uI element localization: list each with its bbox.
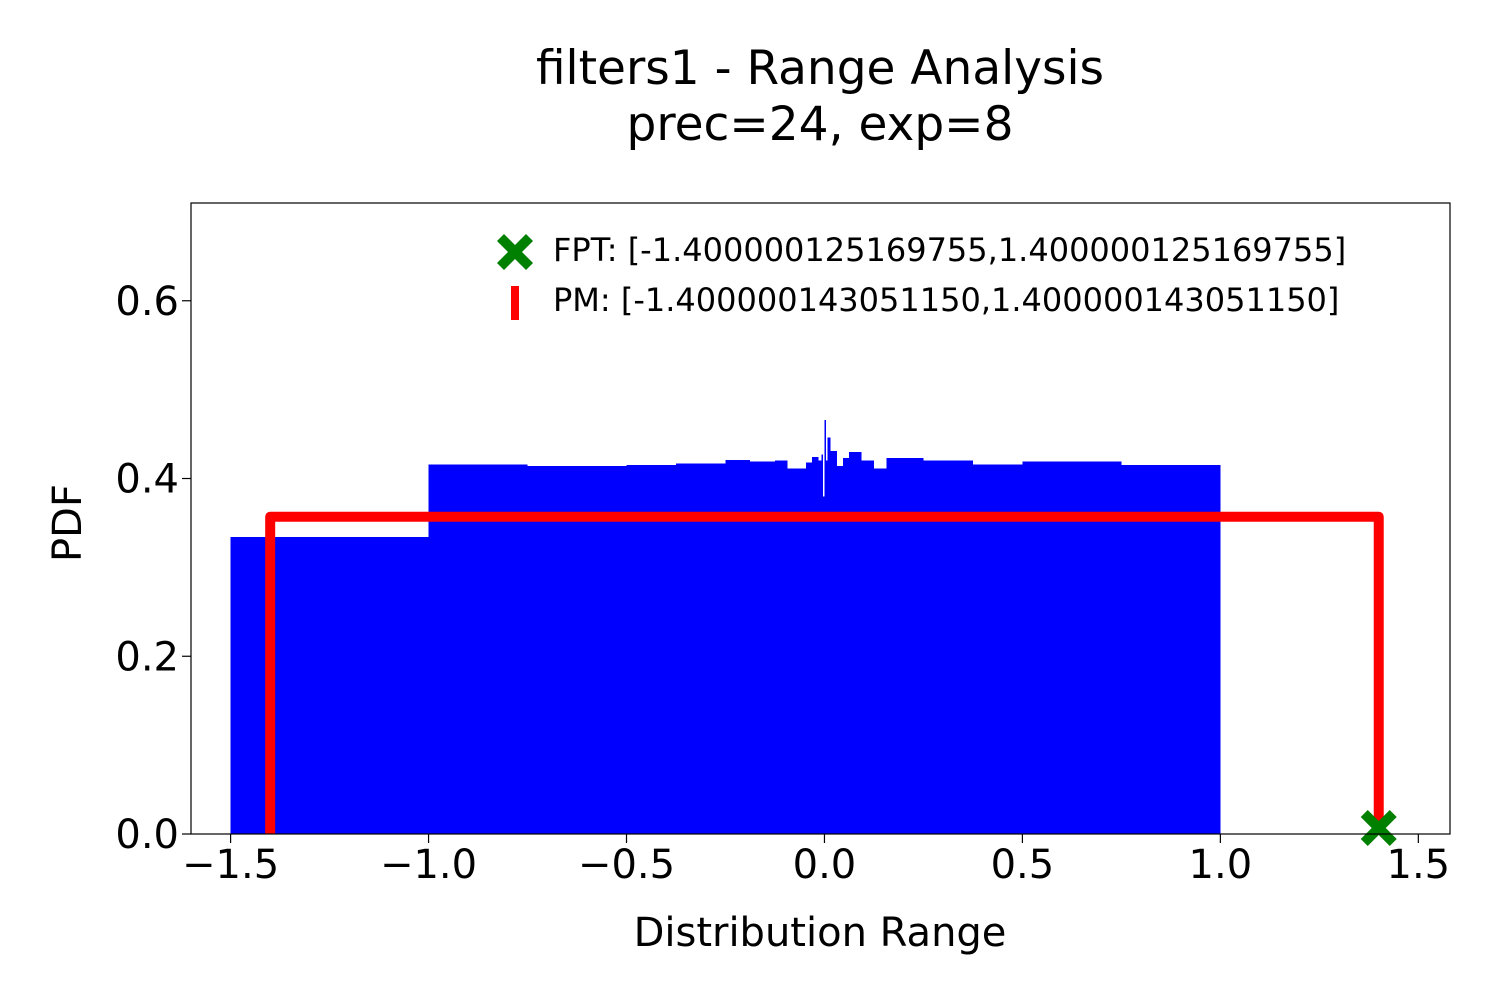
y-tick-label-0: 0.0 [115,812,179,858]
histogram-bar-22 [873,468,887,834]
histogram-bar-24 [923,460,973,834]
histogram-bar-10 [812,457,819,834]
y-axis-ticks: 0.0 0.2 0.4 0.6 [115,279,191,858]
histogram-bar-21 [861,460,874,834]
histogram-bar-7 [774,460,788,834]
legend-pm-label: PM: [-1.400000143051150,1.40000014305115… [553,281,1339,319]
histogram-bar-13 [822,496,825,834]
histogram-bars [230,419,1221,834]
fpt-marker-0 [1360,810,1397,846]
histogram-bar-16 [827,437,831,834]
histogram-bar-25 [972,464,1023,834]
histogram-bar-15 [826,460,828,834]
fpt-x-shape [1360,810,1397,846]
x-tick-label-1: −1.0 [380,842,477,888]
histogram-bar-4 [675,463,726,834]
fpt-x-icon [497,234,533,270]
legend-fpt-marker-icon [497,234,533,270]
x-tick-label-2: −0.5 [578,842,675,888]
histogram-bar-0 [230,537,429,834]
histogram-bar-2 [527,466,627,834]
histogram-bar-12 [821,454,823,834]
chart-title-line2: prec=24, exp=8 [627,97,1014,152]
histogram-bar-14 [824,419,827,834]
fpt-range-marker [1360,810,1397,846]
legend-fpt-label: FPT: [-1.400000125169755,1.4000001251697… [553,231,1346,269]
histogram-bar-9 [805,462,813,834]
histogram-bar-1 [428,464,528,834]
histogram-bar-19 [843,458,850,834]
chart-title-line1: filters1 - Range Analysis [536,41,1104,96]
histogram-bar-26 [1022,461,1122,834]
x-tick-label-3: 0.0 [793,842,857,888]
x-tick-label-6: 1.5 [1387,842,1451,888]
histogram-bar-6 [750,461,775,834]
histogram-bar-5 [725,459,751,834]
x-tick-label-0: −1.5 [182,842,279,888]
x-tick-label-4: 0.5 [991,842,1055,888]
histogram-bar-18 [836,466,844,834]
pm-range-polyline [265,511,1384,834]
histogram-bar-27 [1121,465,1221,834]
histogram-bar-8 [787,468,806,834]
y-tick-label-3: 0.6 [115,279,179,325]
y-axis-label: PDF [45,484,91,562]
x-tick-label-5: 1.0 [1189,842,1253,888]
y-tick-label-1: 0.2 [115,634,179,680]
histogram-bar-3 [626,465,676,834]
x-axis-ticks: −1.5 −1.0 −0.5 0.0 0.5 1.0 1.5 [182,834,1450,888]
legend-pm-line-icon [511,286,519,320]
histogram-bar-17 [830,450,837,834]
x-axis-label: Distribution Range [634,910,1007,956]
histogram-bar-20 [849,451,862,834]
plot-frame [190,202,1451,835]
y-tick-label-2: 0.4 [115,457,179,503]
legend: FPT: [-1.400000125169755,1.4000001251697… [497,231,1346,320]
histogram-bar-11 [818,460,822,834]
pm-range-line [265,511,1384,834]
